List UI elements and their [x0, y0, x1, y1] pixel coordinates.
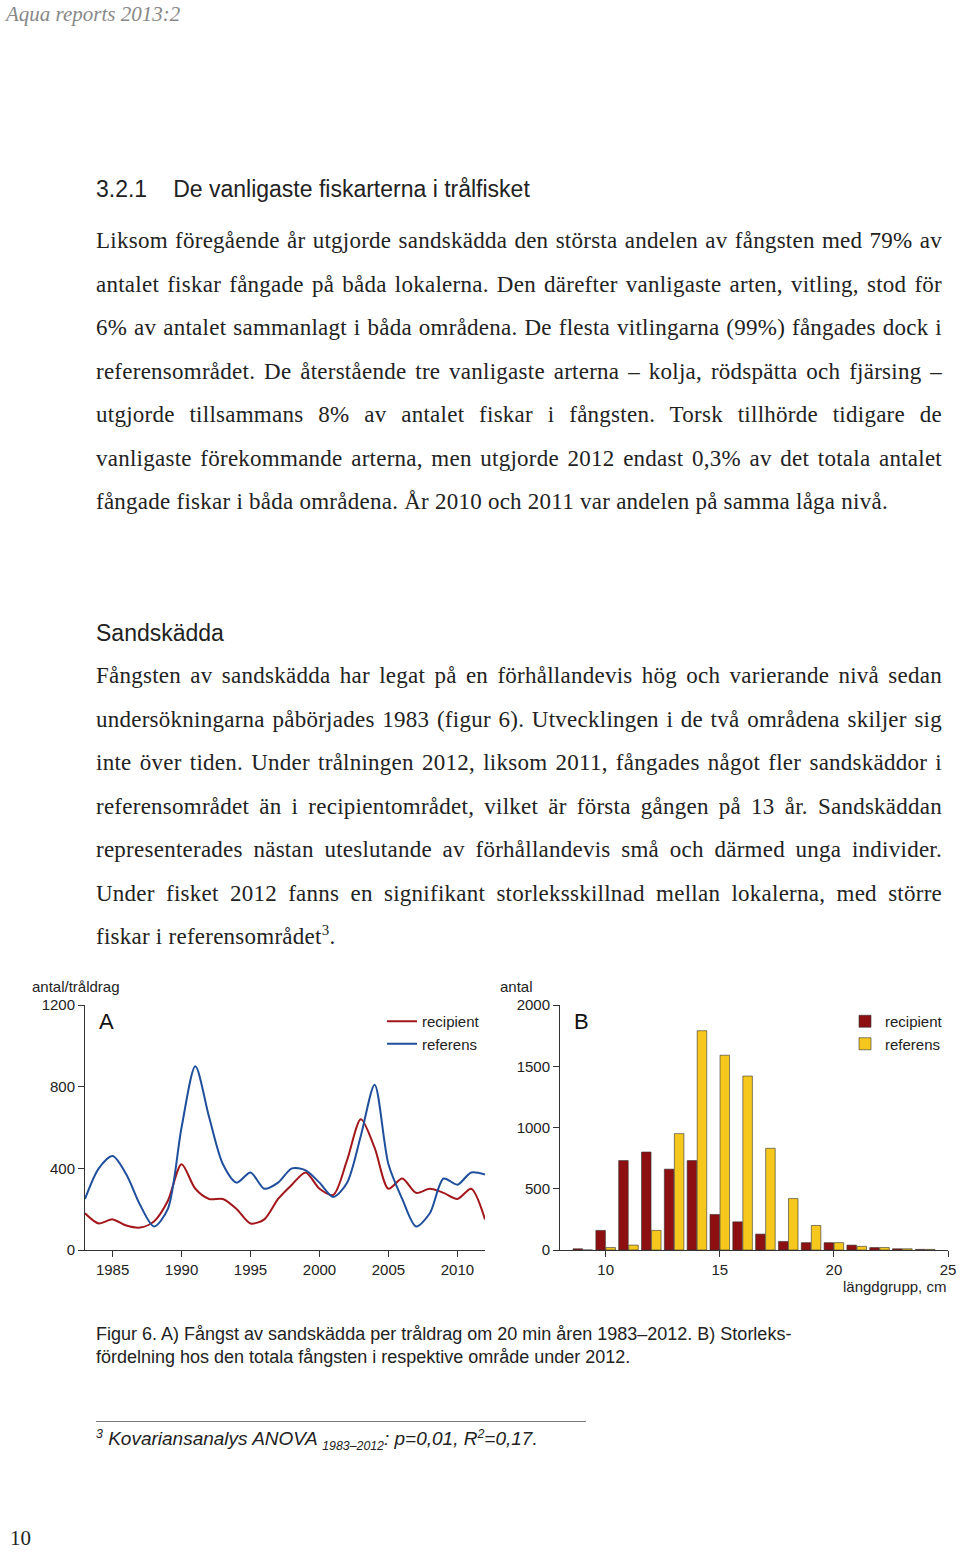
- html-text:Aqua reports 2013:2: Aqua reports 2013:2: [6, 2, 181, 26]
- svg-text:2005: 2005: [372, 1261, 405, 1278]
- svg-text:1500: 1500: [517, 1058, 550, 1075]
- html-text:Liksom föregående år utgjorde: Liksom föregående år utgjorde sandskädda…: [96, 228, 942, 514]
- svg-text:antal/tråldrag: antal/tråldrag: [32, 978, 120, 995]
- html-text:De vanligaste fiskarterna i tr: De vanligaste fiskarterna i trålfisket: [173, 176, 530, 202]
- svg-text:A: A: [99, 1009, 114, 1034]
- svg-text:800: 800: [50, 1078, 75, 1095]
- svg-text:2000: 2000: [517, 996, 550, 1013]
- html-text:Figur 6. A) Fångst av sandskäd: Figur 6. A) Fångst av sandskädda per trå…: [96, 1324, 792, 1344]
- svg-text:0: 0: [542, 1241, 550, 1258]
- html-text:10: 10: [10, 1526, 31, 1550]
- svg-text:längdgrupp, cm: längdgrupp, cm: [843, 1278, 946, 1295]
- html-text:3Kovariansanalys ANOVA1983–201: 3Kovariansanalys ANOVA1983–2012: p=0,01,…: [96, 1426, 538, 1453]
- svg-text:400: 400: [50, 1160, 75, 1177]
- html-text:3.2.1: 3.2.1: [96, 176, 148, 202]
- svg-text:recipient: recipient: [422, 1013, 480, 1030]
- svg-text:15: 15: [711, 1261, 728, 1278]
- svg-text:1990: 1990: [165, 1261, 198, 1278]
- svg-text:1985: 1985: [96, 1261, 129, 1278]
- svg-text:referens: referens: [422, 1036, 477, 1053]
- svg-text:0: 0: [67, 1241, 75, 1258]
- html-text:fördelning hos den totala fång: fördelning hos den totala fångsten i res…: [96, 1347, 631, 1367]
- html-text:Sandskädda: Sandskädda: [96, 620, 224, 646]
- html-text:Fångsten av sandskädda har leg: Fångsten av sandskädda har legat på en f…: [96, 663, 942, 949]
- svg-text:2010: 2010: [441, 1261, 474, 1278]
- svg-text:10: 10: [597, 1261, 614, 1278]
- svg-text:1000: 1000: [517, 1119, 550, 1136]
- svg-text:20: 20: [826, 1261, 843, 1278]
- svg-text:antal: antal: [500, 978, 533, 995]
- svg-text:B: B: [574, 1009, 589, 1034]
- svg-text:referens: referens: [885, 1036, 940, 1053]
- svg-text:500: 500: [525, 1180, 550, 1197]
- svg-text:recipient: recipient: [885, 1013, 943, 1030]
- svg-text:1995: 1995: [234, 1261, 267, 1278]
- svg-text:25: 25: [940, 1261, 957, 1278]
- svg-text:1200: 1200: [42, 996, 75, 1013]
- svg-text:2000: 2000: [303, 1261, 336, 1278]
